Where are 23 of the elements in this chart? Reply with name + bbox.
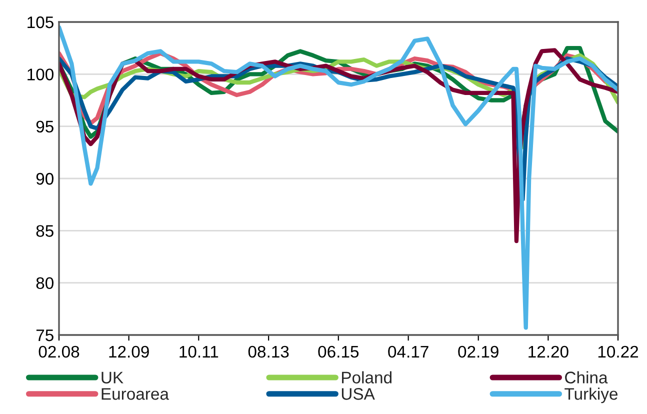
x-tick-label: 04.17: [388, 346, 428, 358]
legend-label: China: [565, 371, 608, 384]
y-tick-label: 90: [36, 172, 54, 185]
x-tick-label: 10.22: [598, 346, 638, 358]
legend-label: Turkiye: [564, 388, 618, 404]
x-tick-label: 12.20: [528, 346, 568, 358]
legend-label: USA: [342, 388, 375, 400]
y-tick-label: 75: [36, 330, 54, 342]
y-tick-label: 100: [28, 68, 54, 80]
x-tick-label: 12.09: [109, 346, 149, 358]
line-series: [59, 25, 618, 330]
x-tick-label: 06.15: [318, 346, 359, 358]
legend-label: UK: [102, 372, 124, 384]
x-tick-label: 08.13: [248, 346, 289, 358]
y-tick-label: 105: [28, 16, 54, 28]
x-tick-label: 02.08: [38, 346, 80, 358]
legend-label: Euroarea: [102, 388, 169, 400]
y-tick-label: 95: [36, 120, 54, 133]
x-tick-label: 02.19: [458, 346, 498, 358]
x-tick-label: 10.11: [180, 346, 218, 358]
legend-label: Poland: [342, 371, 392, 384]
y-tick-label: 85: [36, 225, 54, 237]
y-tick-label: 80: [36, 277, 54, 290]
